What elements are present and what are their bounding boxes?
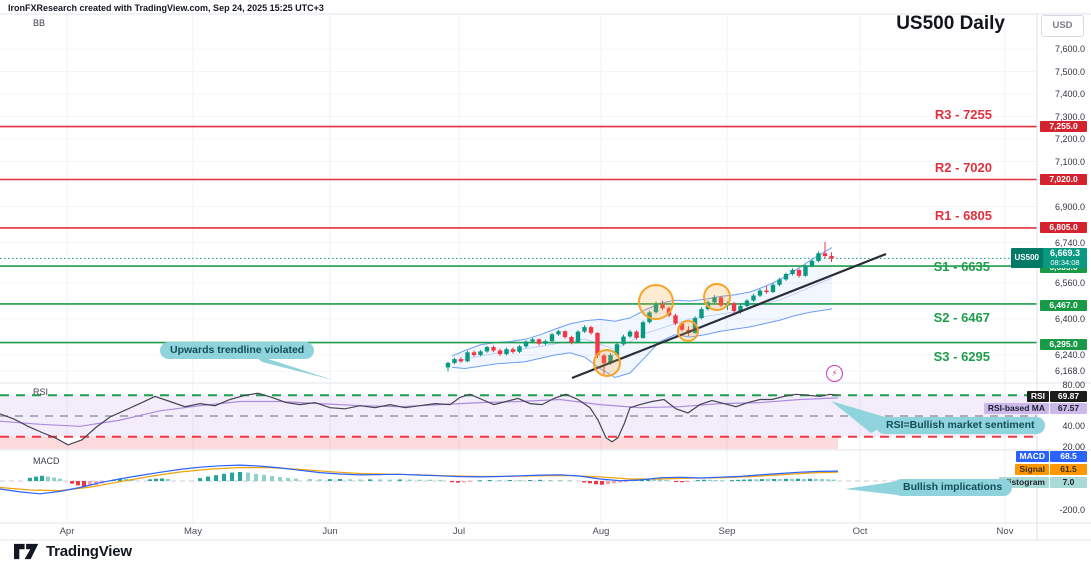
trendline-callout-tail [253, 354, 333, 380]
rsi-line [0, 392, 839, 446]
tradingview-logo[interactable]: TradingView [14, 543, 132, 560]
credit-text: IronFXResearch created with TradingView.… [8, 3, 324, 13]
tradingview-logo-text: TradingView [46, 543, 132, 560]
highlight-circle[interactable] [677, 320, 699, 342]
macd-line [0, 464, 839, 495]
macd-callout[interactable]: Bullish implications [893, 479, 1013, 496]
chart-title: US500 Daily [896, 13, 1005, 34]
flash-icon[interactable]: ⚡ [826, 365, 843, 382]
macd-indicator-label[interactable]: MACD [33, 456, 60, 466]
rsi-indicator-label[interactable]: RSI [33, 387, 49, 397]
trendline[interactable] [571, 252, 887, 380]
macd-histogram [28, 472, 836, 487]
trendline-callout[interactable]: Upwards trendline violated [160, 342, 315, 359]
bb-indicator-label[interactable]: BB [33, 18, 46, 28]
highlight-circle[interactable] [703, 283, 731, 311]
highlight-circle[interactable] [593, 349, 621, 377]
tradingview-logo-icon [14, 543, 39, 560]
highlight-circle[interactable] [638, 284, 674, 320]
currency-button[interactable]: USD [1041, 15, 1084, 37]
rsi-callout[interactable]: RSI=Bullish market sentiment [876, 417, 1045, 434]
macd-callout-tail [845, 481, 898, 495]
